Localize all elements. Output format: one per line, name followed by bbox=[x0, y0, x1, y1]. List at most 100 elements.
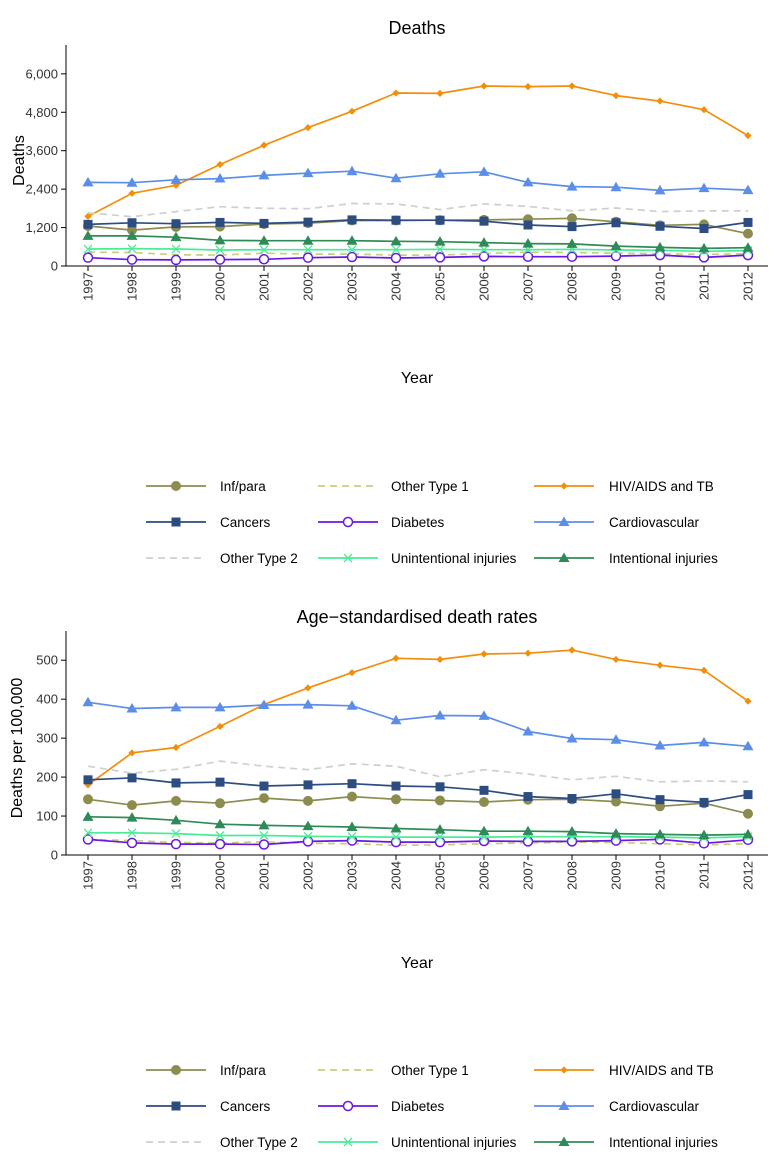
data-point-intentional-injuries bbox=[742, 242, 754, 252]
data-point-diabetes bbox=[82, 252, 94, 263]
series-line-other-type-2 bbox=[87, 202, 748, 218]
legend-item-diabetes: Diabetes bbox=[318, 1099, 445, 1114]
x-tick-label: 2005 bbox=[433, 272, 448, 301]
legend-marker bbox=[171, 517, 181, 527]
data-point-cancers bbox=[523, 220, 533, 230]
chart-panel-2: Age−standardised death rates 0 100 200 300 40… bbox=[9, 607, 768, 1150]
legend-label: Intentional injuries bbox=[609, 1135, 718, 1150]
data-point-hiv-aids-and-tb bbox=[84, 212, 92, 220]
data-point-inf-para bbox=[259, 793, 269, 804]
legend-item-unintentional-injuries: Unintentional injuries bbox=[318, 1135, 517, 1150]
data-point-cancers bbox=[611, 218, 621, 228]
data-point-unintentional-injuries bbox=[171, 829, 181, 839]
legend-marker bbox=[558, 1136, 570, 1146]
series-cancers bbox=[83, 773, 753, 807]
x-axis-label: Year bbox=[401, 955, 434, 972]
x-tick-label: 2001 bbox=[257, 861, 272, 890]
x-tick-label: 2008 bbox=[565, 272, 580, 301]
data-point-cancers bbox=[479, 785, 489, 795]
data-point-cancers bbox=[215, 217, 225, 227]
data-point-cancers bbox=[699, 224, 709, 234]
data-point-intentional-injuries bbox=[126, 812, 138, 822]
y-tick-label: 6,000 bbox=[25, 66, 58, 81]
legend-label: Intentional injuries bbox=[609, 551, 718, 566]
data-point-unintentional-injuries bbox=[479, 245, 489, 255]
series-line-diabetes bbox=[87, 838, 749, 846]
data-point-unintentional-injuries bbox=[303, 245, 313, 255]
data-point-cardiovascular bbox=[566, 181, 578, 191]
data-point-diabetes bbox=[214, 838, 226, 850]
y-axis-label: Deaths per 100,000 bbox=[9, 678, 26, 819]
y-tick-label: 2,400 bbox=[25, 182, 58, 197]
data-point-cardiovascular bbox=[346, 700, 358, 710]
x-tick-label: 1997 bbox=[81, 272, 96, 301]
data-point-hiv-aids-and-tb bbox=[744, 132, 752, 140]
data-point-intentional-injuries bbox=[302, 235, 314, 245]
legend-item-other-type-2: Other Type 2 bbox=[146, 551, 298, 566]
data-point-intentional-injuries bbox=[214, 234, 226, 245]
data-point-cardiovascular bbox=[566, 733, 578, 743]
data-point-unintentional-injuries bbox=[391, 832, 401, 842]
data-point-unintentional-injuries bbox=[127, 828, 137, 838]
data-point-cardiovascular bbox=[610, 181, 622, 192]
data-point-hiv-aids-and-tb bbox=[700, 666, 708, 674]
data-point-cancers bbox=[523, 792, 533, 802]
data-point-cardiovascular bbox=[82, 176, 94, 187]
y-tick-label: 0 bbox=[51, 259, 58, 274]
data-point-intentional-injuries bbox=[566, 826, 578, 836]
series-line-hiv-aids-and-tb bbox=[87, 85, 749, 218]
data-point-cancers bbox=[127, 218, 137, 228]
data-point-unintentional-injuries bbox=[259, 831, 269, 840]
data-point-diabetes bbox=[390, 836, 402, 848]
data-point-cancers bbox=[303, 780, 313, 790]
data-point-hiv-aids-and-tb bbox=[612, 655, 620, 664]
data-point-cardiovascular bbox=[390, 172, 402, 183]
x-tick-label: 2002 bbox=[301, 861, 316, 890]
data-point-diabetes bbox=[126, 254, 138, 265]
data-point-intentional-injuries bbox=[126, 230, 138, 240]
x-tick-label: 2010 bbox=[653, 272, 668, 301]
data-point-inf-para bbox=[303, 795, 313, 806]
data-point-hiv-aids-and-tb bbox=[216, 160, 224, 169]
legend-item-intentional-injuries: Intentional injuries bbox=[534, 1135, 718, 1150]
series-intentional-injuries bbox=[82, 811, 754, 840]
data-point-cancers bbox=[655, 795, 665, 805]
data-point-diabetes bbox=[346, 251, 358, 263]
series-line-intentional-injuries bbox=[87, 815, 749, 836]
series-line-cancers bbox=[87, 219, 749, 230]
data-point-hiv-aids-and-tb bbox=[392, 654, 400, 662]
data-point-diabetes bbox=[522, 836, 534, 847]
data-point-cardiovascular bbox=[522, 176, 534, 187]
data-point-cancers bbox=[171, 778, 181, 788]
data-point-intentional-injuries bbox=[170, 814, 182, 825]
series-other-type-1 bbox=[87, 251, 749, 256]
data-point-hiv-aids-and-tb bbox=[700, 106, 708, 114]
legend-marker bbox=[171, 1101, 181, 1111]
series-cardiovascular bbox=[82, 696, 754, 751]
x-tick-label: 2010 bbox=[653, 861, 668, 890]
series-cardiovascular bbox=[82, 165, 754, 195]
data-point-unintentional-injuries bbox=[391, 245, 401, 255]
x-tick-label: 2009 bbox=[609, 861, 624, 890]
data-point-inf-para bbox=[391, 794, 401, 805]
y-tick-label: 1,200 bbox=[25, 220, 58, 235]
data-point-unintentional-injuries bbox=[259, 245, 269, 255]
data-point-inf-para bbox=[127, 800, 137, 811]
legend-item-other-type-2: Other Type 2 bbox=[146, 1135, 298, 1150]
data-point-cancers bbox=[259, 218, 269, 228]
x-tick-label: 2012 bbox=[741, 861, 756, 890]
x-tick-label: 1998 bbox=[125, 861, 140, 890]
legend-marker bbox=[171, 1065, 181, 1075]
data-point-cardiovascular bbox=[214, 701, 226, 712]
data-point-diabetes bbox=[566, 836, 578, 847]
data-point-diabetes bbox=[82, 834, 94, 845]
data-point-cardiovascular bbox=[126, 177, 138, 187]
data-point-cardiovascular bbox=[478, 166, 490, 176]
series-cancers bbox=[83, 215, 753, 234]
x-tick-label: 2009 bbox=[609, 272, 624, 301]
legend-marker bbox=[558, 516, 570, 526]
data-point-hiv-aids-and-tb bbox=[260, 141, 268, 149]
data-point-cardiovascular bbox=[170, 174, 182, 184]
